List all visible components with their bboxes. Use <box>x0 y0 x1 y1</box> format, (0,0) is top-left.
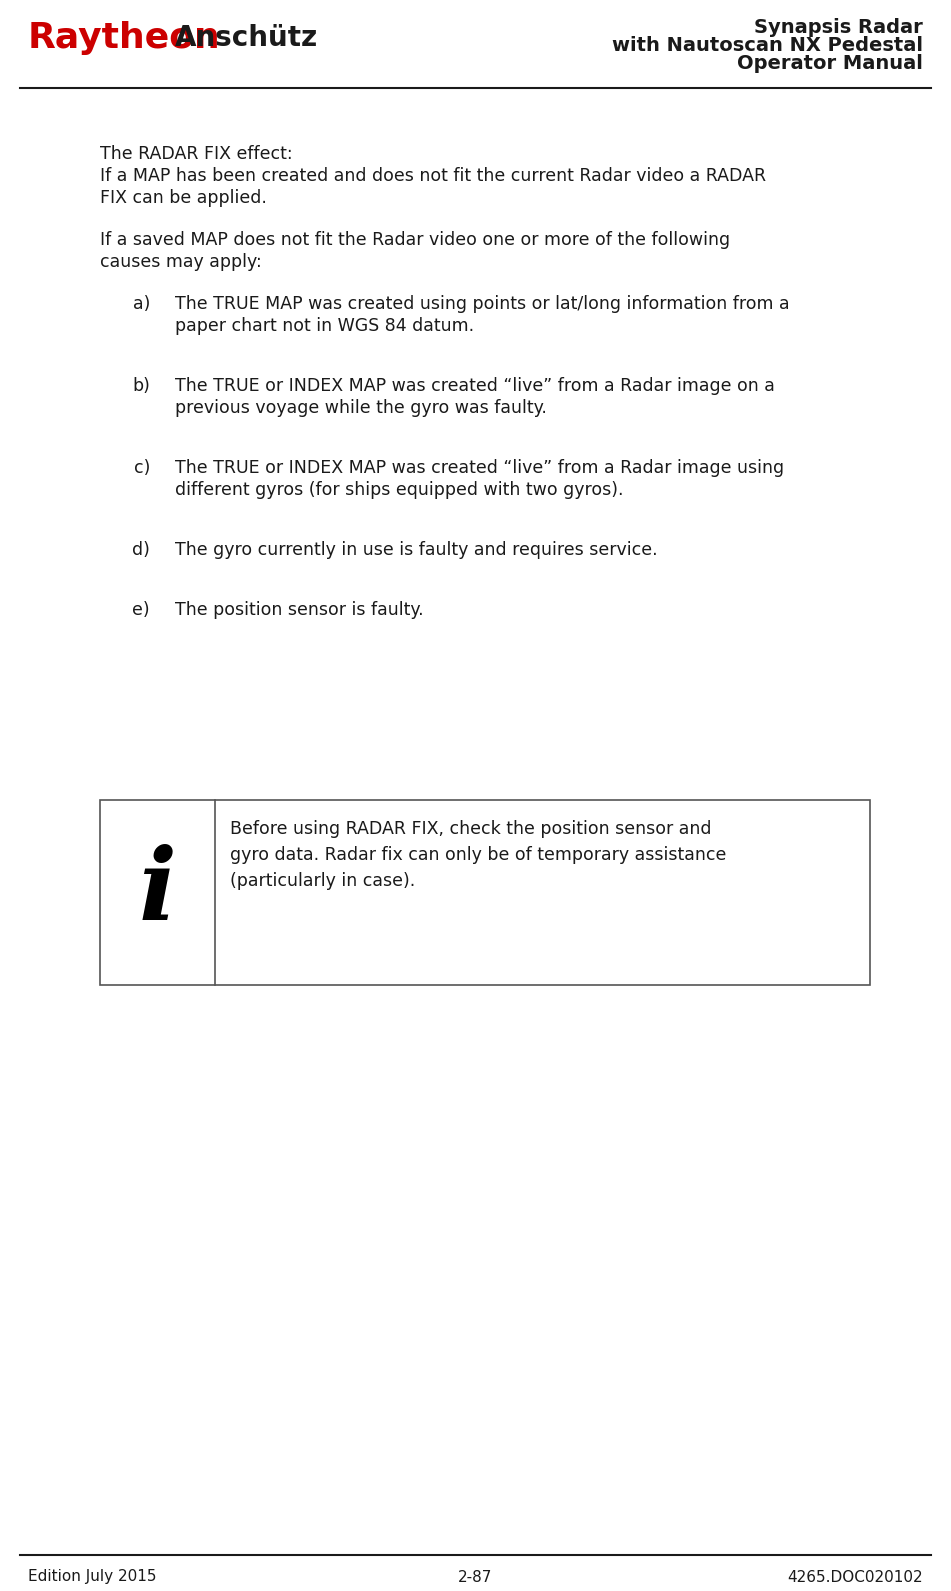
Text: FIX can be applied.: FIX can be applied. <box>100 189 267 207</box>
Text: gyro data. Radar fix can only be of temporary assistance: gyro data. Radar fix can only be of temp… <box>230 846 727 864</box>
Text: d): d) <box>132 541 150 558</box>
Text: The position sensor is faulty.: The position sensor is faulty. <box>175 601 423 619</box>
Text: The TRUE or INDEX MAP was created “live” from a Radar image on a: The TRUE or INDEX MAP was created “live”… <box>175 377 775 395</box>
Text: 4265.DOC020102: 4265.DOC020102 <box>787 1569 923 1585</box>
Text: The RADAR FIX effect:: The RADAR FIX effect: <box>100 145 293 162</box>
Text: Edition July 2015: Edition July 2015 <box>28 1569 157 1585</box>
Text: paper chart not in WGS 84 datum.: paper chart not in WGS 84 datum. <box>175 317 475 336</box>
Text: a): a) <box>132 294 150 313</box>
Bar <box>100 800 870 985</box>
Text: The TRUE or INDEX MAP was created “live” from a Radar image using: The TRUE or INDEX MAP was created “live”… <box>175 458 785 477</box>
Text: Before using RADAR FIX, check the position sensor and: Before using RADAR FIX, check the positi… <box>230 819 711 838</box>
Text: e): e) <box>132 601 150 619</box>
Text: Synapsis Radar: Synapsis Radar <box>754 18 923 37</box>
Text: 2-87: 2-87 <box>458 1569 493 1585</box>
Text: The gyro currently in use is faulty and requires service.: The gyro currently in use is faulty and … <box>175 541 658 558</box>
Text: different gyros (for ships equipped with two gyros).: different gyros (for ships equipped with… <box>175 480 624 500</box>
Text: Raytheon: Raytheon <box>28 21 221 56</box>
Text: b): b) <box>132 377 150 395</box>
Text: Operator Manual: Operator Manual <box>737 54 923 73</box>
Text: with Nautoscan NX Pedestal: with Nautoscan NX Pedestal <box>612 37 923 56</box>
Text: If a saved MAP does not fit the Radar video one or more of the following: If a saved MAP does not fit the Radar vi… <box>100 231 730 250</box>
Text: Anschütz: Anschütz <box>175 24 319 53</box>
Text: The TRUE MAP was created using points or lat/long information from a: The TRUE MAP was created using points or… <box>175 294 789 313</box>
Text: (particularly in case).: (particularly in case). <box>230 872 416 889</box>
Text: previous voyage while the gyro was faulty.: previous voyage while the gyro was fault… <box>175 399 547 417</box>
Text: i: i <box>139 845 177 940</box>
Text: c): c) <box>134 458 150 477</box>
Text: causes may apply:: causes may apply: <box>100 253 262 270</box>
Text: If a MAP has been created and does not fit the current Radar video a RADAR: If a MAP has been created and does not f… <box>100 167 767 185</box>
